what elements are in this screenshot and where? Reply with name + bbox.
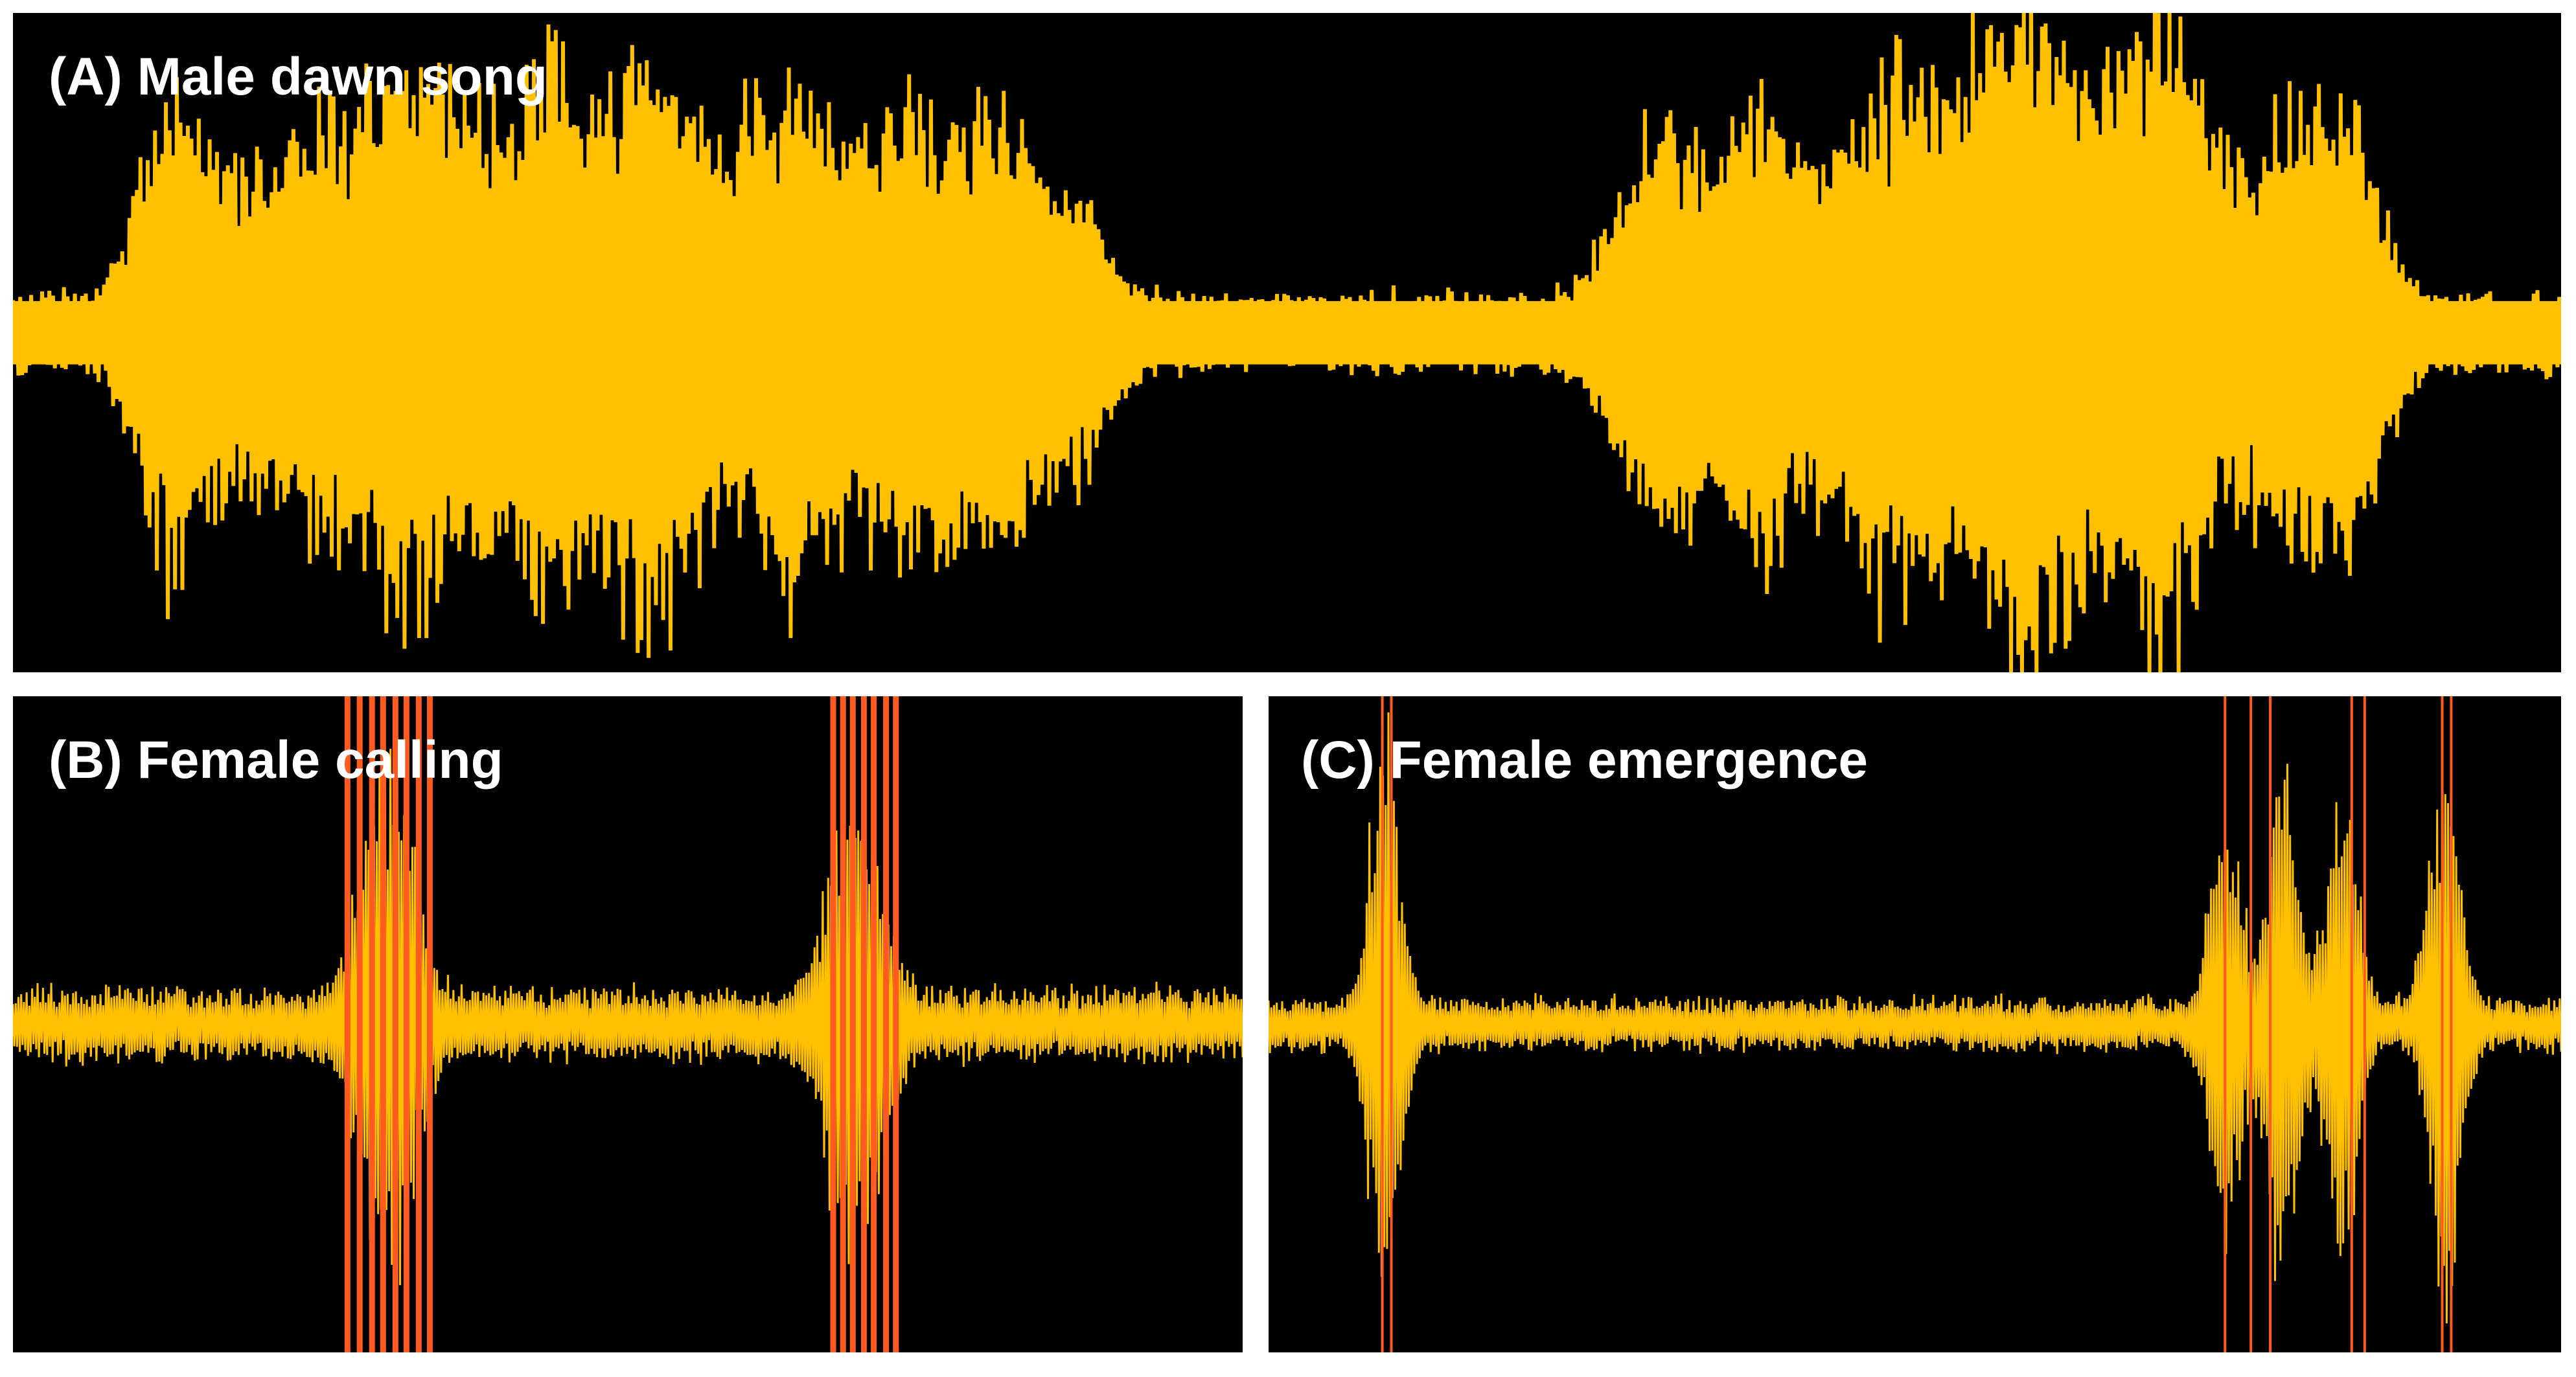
waveform-male-dawn-song: [13, 13, 2561, 672]
panel-b-title: (B) Female calling: [49, 731, 503, 790]
waveform-trace: [13, 748, 1243, 1295]
panel-male-dawn-song: (A) Male dawn song: [13, 13, 2561, 672]
waveform-female-calling: [13, 696, 1243, 1352]
waveform-female-emergence: [1269, 696, 2561, 1352]
panel-c-title: (C) Female emergence: [1301, 731, 1869, 790]
panel-female-calling: (B) Female calling: [13, 696, 1243, 1352]
waveform-trace: [1269, 712, 2561, 1324]
panel-female-emergence: (C) Female emergence: [1269, 696, 2561, 1352]
panel-a-title: (A) Male dawn song: [49, 47, 547, 106]
waveform-trace: [13, 13, 2561, 672]
